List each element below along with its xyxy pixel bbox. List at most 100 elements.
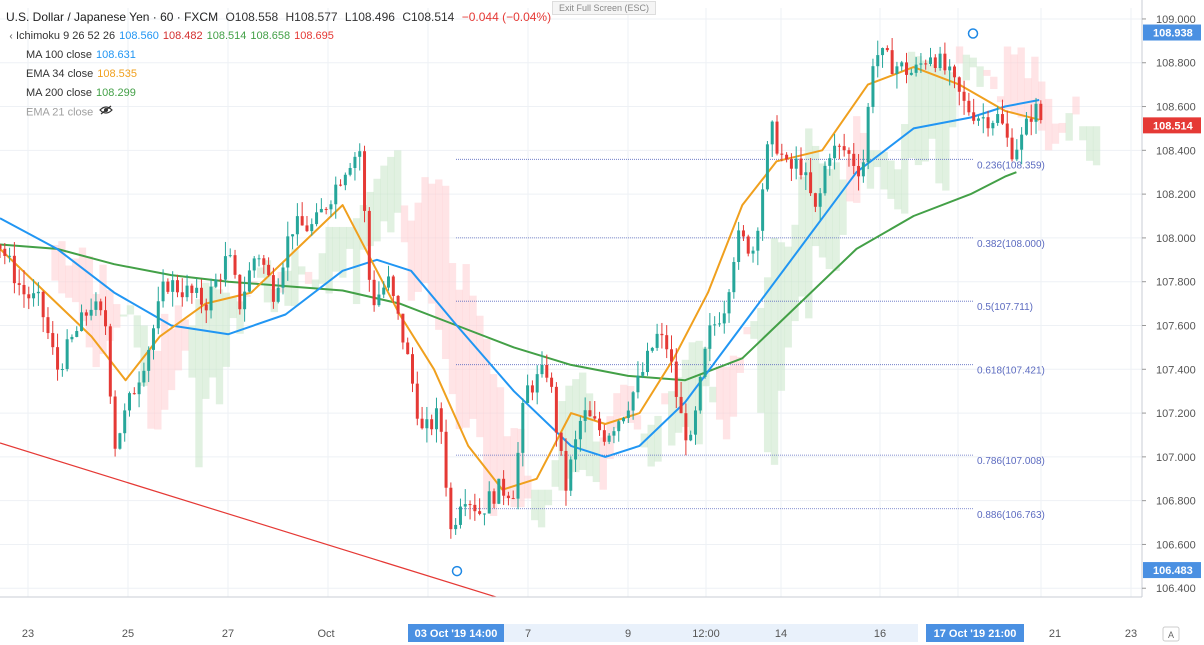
cloud-segment — [825, 168, 834, 270]
auto-scale-button[interactable] — [1162, 626, 1180, 642]
candle-body — [933, 57, 937, 68]
cloud-segment — [373, 178, 381, 242]
cloud-segment — [537, 489, 546, 528]
candle-body — [976, 118, 980, 121]
candle-body — [161, 281, 165, 302]
candle-body — [588, 410, 592, 417]
candle-body — [89, 309, 93, 316]
candle-body — [756, 230, 760, 251]
candle-body — [84, 312, 88, 316]
price-tick-label: 107.400 — [1156, 364, 1196, 376]
cloud-segment — [633, 415, 642, 430]
candle-body — [804, 172, 808, 176]
candle-body — [751, 250, 755, 254]
candle-body — [180, 292, 184, 298]
time-tick-label: 23 — [22, 628, 34, 640]
candle-body — [363, 151, 367, 211]
cloud-segment — [647, 424, 655, 467]
cloud-segment — [955, 46, 964, 64]
collapse-icon[interactable]: ‹ — [9, 31, 13, 42]
cloud-segment — [750, 321, 758, 339]
price-tag — [1143, 24, 1201, 41]
candle-body — [876, 55, 880, 67]
candle-body — [463, 504, 467, 507]
cloud-segment — [887, 160, 895, 199]
time-tick-label: 23 — [1125, 628, 1137, 640]
cloud-segment — [531, 489, 539, 521]
candle-body — [0, 244, 2, 249]
hidden-eye-icon[interactable] — [99, 103, 114, 122]
fib-level-label: 0.236(108.359) — [977, 160, 1045, 171]
cloud-segment — [716, 366, 724, 420]
cloud-segment — [448, 263, 457, 395]
candle-body — [526, 385, 530, 404]
candle-body — [569, 459, 573, 491]
fib-level-label: 0.5(107.711) — [977, 302, 1033, 313]
candle-body — [1039, 103, 1043, 121]
price-tick-label: 106.600 — [1156, 539, 1196, 551]
indicator-row[interactable]: MA 100 close 108.631 — [6, 46, 551, 65]
candle-body — [128, 393, 132, 411]
candle-body — [420, 418, 424, 429]
price-tag — [1143, 117, 1201, 134]
candle-body — [291, 234, 295, 237]
indicator-value: 108.695 — [294, 30, 334, 42]
candle-body — [238, 274, 242, 310]
cloud-segment — [585, 393, 594, 477]
cloud-segment — [215, 289, 224, 405]
cloud-segment — [907, 51, 916, 159]
candle-body — [295, 216, 299, 235]
candle-body — [468, 504, 472, 506]
cloud-segment — [996, 96, 1005, 103]
candle-body — [593, 416, 597, 419]
indicator-row[interactable]: EMA 34 close 108.535 — [6, 65, 551, 84]
price-tick-label: 108.000 — [1156, 233, 1196, 245]
indicator-row[interactable]: EMA 21 close — [6, 103, 551, 122]
cloud-segment — [400, 205, 409, 243]
ohlc-high: H108.577 — [285, 10, 338, 24]
candle-body — [75, 331, 79, 337]
cloud-segment — [346, 226, 354, 249]
cloud-segment — [195, 299, 203, 468]
cloud-segment — [942, 70, 950, 191]
cloud-segment — [51, 245, 59, 281]
candle-body — [267, 264, 271, 276]
time-tick-label: 7 — [525, 628, 531, 640]
cloud-segment — [517, 428, 525, 508]
indicator-row[interactable]: ‹ Ichimoku 9 26 52 26 108.560 108.482 108.51… — [6, 27, 551, 46]
candle-body — [199, 287, 203, 305]
candle-body — [104, 310, 108, 327]
candle-body — [881, 48, 885, 56]
candle-body — [837, 145, 841, 147]
candle-body — [339, 184, 343, 186]
indicator-row[interactable]: MA 200 close 108.299 — [6, 84, 551, 103]
candle-body — [51, 333, 55, 348]
candle-body — [833, 145, 837, 159]
cloud-segment — [510, 428, 518, 508]
cloud-segment — [818, 163, 827, 258]
candle-body — [617, 421, 621, 432]
candle-body — [3, 248, 7, 256]
candle-body — [425, 419, 429, 429]
candle-body — [535, 374, 539, 393]
cloud-segment — [469, 295, 477, 419]
fib-level-label: 0.618(107.421) — [977, 366, 1045, 377]
cloud-segment — [359, 205, 368, 250]
cloud-segment — [393, 150, 402, 213]
cloud-segment — [161, 313, 169, 410]
symbol-title[interactable]: U.S. Dollar / Japanese Yen · 60 · FXCM — [6, 10, 219, 24]
price-tick-label: 106.800 — [1156, 496, 1196, 508]
ohlc-change: −0.044 (−0.04%) — [461, 10, 552, 24]
cloud-segment — [318, 253, 326, 284]
candle-body — [564, 450, 568, 491]
cloud-segment — [763, 277, 772, 453]
candle-body — [578, 420, 582, 440]
candle-body — [46, 317, 50, 334]
candle-body — [761, 189, 765, 231]
price-tag — [1143, 562, 1201, 579]
exit-fullscreen-button[interactable]: Exit Full Screen (ESC) — [552, 1, 657, 15]
cloud-segment — [1058, 122, 1066, 133]
candle-body — [32, 293, 36, 299]
candle-body — [660, 333, 664, 336]
